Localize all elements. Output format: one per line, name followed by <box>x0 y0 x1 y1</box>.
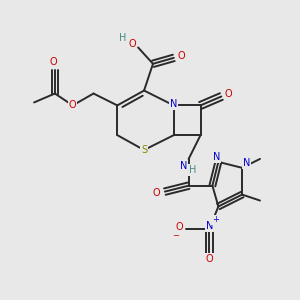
Text: O: O <box>128 40 136 50</box>
Text: N: N <box>206 221 213 231</box>
Text: N: N <box>170 99 178 109</box>
Text: S: S <box>141 145 147 155</box>
Text: N: N <box>213 152 220 162</box>
Text: N: N <box>243 158 250 168</box>
Text: O: O <box>206 254 213 264</box>
Text: N: N <box>180 161 187 171</box>
Text: −: − <box>172 231 179 240</box>
Text: O: O <box>175 222 183 232</box>
Text: +: + <box>212 215 219 224</box>
Text: O: O <box>177 51 185 62</box>
Text: O: O <box>50 57 57 67</box>
Text: O: O <box>225 88 232 98</box>
Text: H: H <box>189 165 196 175</box>
Text: O: O <box>153 188 160 198</box>
Text: H: H <box>119 33 126 43</box>
Text: O: O <box>69 100 76 110</box>
